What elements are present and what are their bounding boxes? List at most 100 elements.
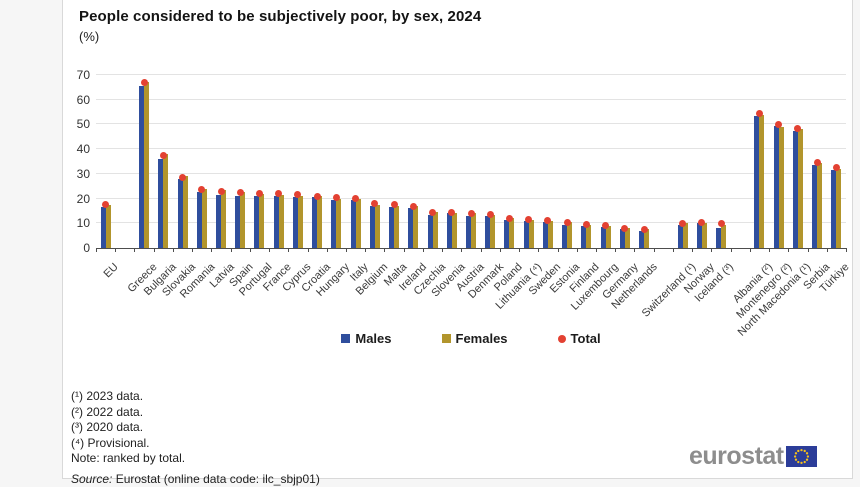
total-dot	[833, 164, 840, 171]
bar-females	[375, 205, 380, 248]
x-axis-tick	[500, 248, 501, 252]
x-axis-tick	[577, 248, 578, 252]
bar-females	[779, 127, 784, 248]
x-axis-tick	[558, 248, 559, 252]
x-axis-tick	[365, 248, 366, 252]
bar-females	[759, 115, 764, 248]
bar-females	[356, 199, 361, 248]
bar-females	[336, 199, 341, 248]
x-axis-tick	[327, 248, 328, 252]
source-text: Eurostat (online data code: ilc_sbjp01)	[112, 472, 319, 486]
eurostat-logo-text: eurostat	[689, 442, 784, 471]
x-axis-tick	[154, 248, 155, 252]
y-tick-label: 60	[63, 93, 90, 107]
gridline	[96, 148, 846, 149]
x-axis-tick	[404, 248, 405, 252]
x-axis-tick	[808, 248, 809, 252]
footnote-3: (³) 2020 data.	[71, 420, 320, 436]
total-dot	[698, 219, 705, 226]
x-axis-tick	[231, 248, 232, 252]
y-tick-label: 50	[63, 117, 90, 131]
chart-unit-label: (%)	[79, 29, 99, 44]
total-dot	[429, 209, 436, 216]
total-dot	[756, 110, 763, 117]
total-dot	[718, 220, 725, 227]
bar-females	[683, 223, 688, 248]
chart-card: People considered to be subjectively poo…	[62, 0, 853, 479]
bar-females	[163, 154, 168, 248]
source-label: Source:	[71, 472, 112, 486]
x-axis-tick	[250, 248, 251, 252]
bar-females	[144, 82, 149, 248]
legend-item-females: Females	[442, 331, 508, 346]
total-dot	[160, 152, 167, 159]
total-dot	[218, 188, 225, 195]
x-tick-label: EU	[102, 261, 121, 280]
x-axis-tick	[384, 248, 385, 252]
bar-females	[394, 206, 399, 248]
legend-females-label: Females	[456, 331, 508, 346]
x-axis-tick	[596, 248, 597, 252]
x-axis-tick	[211, 248, 212, 252]
y-tick-label: 40	[63, 142, 90, 156]
x-axis-tick	[788, 248, 789, 252]
chart-legend: Males Females Total	[96, 331, 846, 346]
legend-item-males: Males	[341, 331, 391, 346]
total-dot	[314, 193, 321, 200]
bar-females	[471, 213, 476, 248]
ranking-note: Note: ranked by total.	[71, 451, 320, 467]
x-axis-tick	[134, 248, 135, 252]
bar-females	[317, 196, 322, 248]
males-swatch-icon	[341, 334, 350, 343]
bar-females	[509, 218, 514, 248]
x-axis-tick	[634, 248, 635, 252]
x-axis-tick	[269, 248, 270, 252]
x-axis-tick	[96, 248, 97, 252]
total-dot	[333, 194, 340, 201]
bar-females	[259, 194, 264, 248]
x-axis-tick	[711, 248, 712, 252]
footnote-1: (¹) 2023 data.	[71, 389, 320, 405]
x-axis-tick	[750, 248, 751, 252]
eu-flag-icon	[786, 446, 817, 467]
gridline	[96, 123, 846, 124]
x-axis-tick	[288, 248, 289, 252]
total-dot	[679, 220, 686, 227]
y-tick-label: 10	[63, 216, 90, 230]
bar-females	[606, 226, 611, 248]
total-dot	[583, 221, 590, 228]
total-dot	[237, 189, 244, 196]
x-axis-tick	[654, 248, 655, 252]
total-dot	[448, 209, 455, 216]
x-axis-tick	[846, 248, 847, 252]
bar-females	[490, 215, 495, 248]
legend-males-label: Males	[355, 331, 391, 346]
y-tick-label: 30	[63, 167, 90, 181]
gridline	[96, 99, 846, 100]
total-dot	[814, 159, 821, 166]
x-axis-tick	[481, 248, 482, 252]
x-axis-tick	[192, 248, 193, 252]
x-axis-tick	[423, 248, 424, 252]
total-dot	[410, 203, 417, 210]
bar-females	[702, 223, 707, 248]
total-dot	[468, 210, 475, 217]
footnote-4: (⁴) Provisional.	[71, 436, 320, 452]
total-dot	[641, 226, 648, 233]
y-tick-label: 20	[63, 192, 90, 206]
bar-females	[529, 220, 534, 248]
eurostat-logo: eurostat	[689, 442, 817, 471]
y-tick-label: 0	[63, 241, 90, 255]
bar-females	[106, 205, 111, 248]
bar-females	[202, 189, 207, 248]
y-tick-label: 70	[63, 68, 90, 82]
bar-females	[548, 221, 553, 248]
x-axis-tick	[115, 248, 116, 252]
gridline	[96, 198, 846, 199]
bar-females	[298, 196, 303, 248]
total-dot	[391, 201, 398, 208]
x-axis-tick	[346, 248, 347, 252]
bar-females	[240, 192, 245, 248]
